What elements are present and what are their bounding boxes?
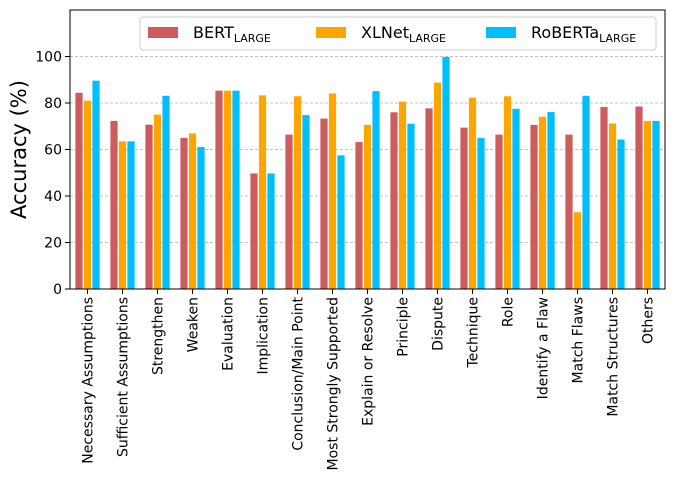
x-tick-label: Technique	[466, 297, 482, 369]
y-tick-label: 100	[35, 50, 62, 66]
x-tick-label: Strengthen	[151, 297, 167, 375]
bar-xlnet	[468, 97, 477, 289]
bar-xlnet	[223, 90, 232, 290]
bar-xlnet	[293, 96, 302, 289]
bar-roberta	[127, 141, 135, 289]
x-tick-label: Role	[501, 297, 517, 327]
bar-bert	[425, 108, 433, 289]
bar-xlnet	[118, 141, 127, 289]
bar-xlnet	[153, 114, 162, 289]
legend-swatch-bert	[148, 27, 178, 38]
bar-xlnet	[503, 96, 512, 289]
y-tick-label: 60	[44, 143, 62, 159]
x-tick-label: Weaken	[186, 297, 202, 352]
legend-frame	[139, 16, 657, 51]
x-tick-label: Explain or Resolve	[361, 297, 377, 426]
bar-xlnet	[398, 101, 407, 289]
bar-bert	[495, 134, 503, 289]
x-tick-label: Match Flaws	[571, 297, 587, 383]
bar-xlnet	[363, 124, 372, 289]
x-tick-label: Sufficient Assumptions	[116, 297, 132, 457]
bar-roberta	[442, 56, 450, 290]
bar-bert	[110, 120, 118, 289]
bar-bert	[530, 124, 538, 289]
y-tick-label: 0	[53, 282, 62, 298]
bar-xlnet	[608, 123, 617, 290]
bar-roberta	[652, 120, 660, 289]
bar-xlnet	[83, 100, 92, 289]
bar-xlnet	[188, 133, 197, 289]
bar-bert	[600, 106, 608, 289]
bar-roberta	[232, 90, 240, 290]
bar-bert	[250, 173, 258, 289]
bar-roberta	[302, 115, 310, 289]
legend-label-xlnet: XLNetLARGE	[361, 23, 446, 45]
x-tick-label: Evaluation	[221, 297, 237, 371]
bar-bert	[320, 118, 328, 289]
bar-roberta	[617, 139, 625, 289]
bar-roberta	[512, 108, 520, 289]
legend-swatch-xlnet	[316, 27, 346, 38]
bar-xlnet	[328, 93, 337, 289]
bar-roberta	[407, 123, 415, 289]
bar-xlnet	[643, 120, 652, 289]
legend-swatch-roberta	[486, 27, 516, 38]
x-tick-label: Conclusion/Main Point	[291, 297, 307, 451]
legend-label-roberta: RoBERTaLARGE	[531, 23, 636, 45]
bar-roberta	[92, 80, 100, 290]
bars	[75, 56, 660, 290]
bar-roberta	[547, 112, 555, 289]
bar-bert	[460, 127, 468, 290]
x-tick-label: Principle	[396, 297, 412, 357]
x-tick-label: Identify a Flaw	[536, 297, 552, 399]
bar-bert	[145, 124, 153, 289]
x-tick-label: Necessary Assumptions	[81, 297, 97, 464]
bar-xlnet	[258, 95, 267, 289]
bar-roberta	[477, 137, 485, 289]
x-tick-label: Dispute	[431, 297, 447, 351]
bar-roberta	[337, 155, 345, 289]
bar-bert	[355, 142, 363, 289]
y-axis-ticks: 0 20 40 60 80 100	[35, 50, 70, 298]
y-tick-label: 80	[44, 96, 62, 112]
y-tick-label: 40	[44, 189, 62, 205]
bar-roberta	[372, 91, 380, 289]
bar-roberta	[267, 173, 275, 289]
y-tick-label: 20	[44, 236, 62, 252]
bar-bert	[75, 92, 83, 290]
x-axis-ticks: Necessary Assumptions Sufficient Assumpti…	[81, 289, 657, 471]
y-axis-label: Accuracy (%)	[7, 80, 31, 219]
bar-roberta	[582, 95, 590, 289]
legend-label-bert: BERTLARGE	[193, 23, 271, 45]
bar-bert	[215, 90, 223, 290]
bar-bert	[285, 134, 293, 289]
x-tick-label: Others	[641, 297, 657, 344]
bar-bert	[390, 112, 398, 289]
bar-xlnet	[433, 82, 442, 289]
x-tick-label: Match Structures	[606, 297, 622, 417]
legend: BERTLARGE XLNetLARGE RoBERTaLARGE	[139, 16, 657, 51]
bar-bert	[565, 134, 573, 289]
bar-bert	[635, 106, 643, 289]
bar-xlnet	[538, 116, 547, 289]
bar-roberta	[197, 146, 205, 289]
bar-bert	[180, 137, 188, 289]
x-tick-label: Implication	[256, 297, 272, 375]
x-tick-label: Most Strongly Supported	[326, 297, 342, 471]
bar-roberta	[162, 95, 170, 289]
bar-xlnet	[573, 212, 582, 289]
